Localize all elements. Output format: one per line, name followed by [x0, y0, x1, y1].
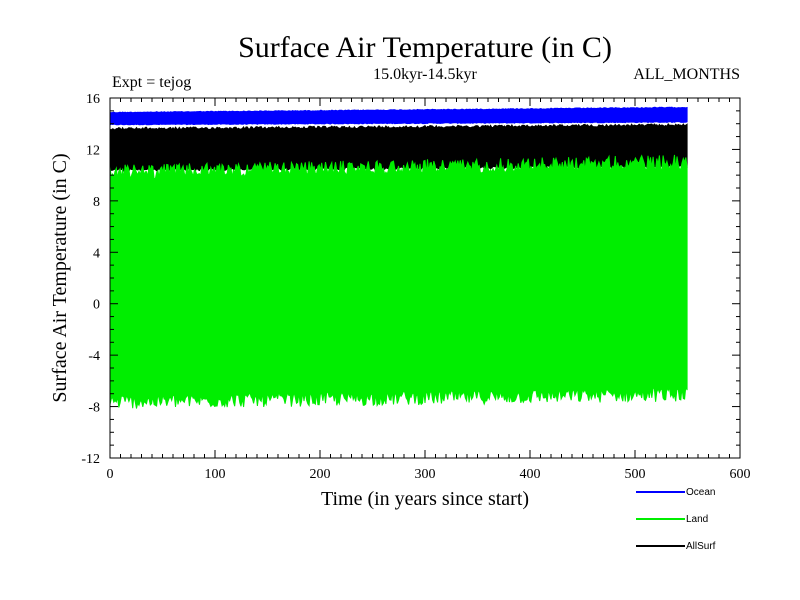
x-tick-label: 300	[415, 467, 436, 482]
legend-label-land: Land	[686, 514, 708, 525]
x-tick-label: 400	[520, 467, 541, 482]
y-tick-label: 12	[86, 143, 100, 158]
y-tick-label: 16	[86, 92, 100, 107]
x-axis-label: Time (in years since start)	[321, 488, 529, 510]
y-tick-label: -12	[81, 452, 100, 467]
chart-subtitle: 15.0kyr-14.5kyr	[373, 66, 477, 83]
months-label: ALL_MONTHS	[633, 66, 740, 83]
x-tick-label: 500	[625, 467, 646, 482]
experiment-label: Expt = tejog	[112, 74, 191, 91]
x-tick-label: 0	[107, 467, 114, 482]
series-allsurf-band	[109, 123, 688, 172]
x-tick-label: 200	[310, 467, 331, 482]
series-land-band	[109, 154, 688, 409]
y-axis-label: Surface Air Temperature (in C)	[49, 153, 71, 402]
y-tick-label: -4	[88, 349, 100, 364]
x-tick-label: 100	[205, 467, 226, 482]
y-tick-label: 0	[93, 298, 100, 313]
legend-label-allsurf: AllSurf	[686, 541, 716, 552]
series-ocean-band	[109, 106, 688, 126]
legend: Ocean Land AllSurf	[636, 487, 716, 552]
x-tick-label: 600	[730, 467, 751, 482]
legend-label-ocean: Ocean	[686, 487, 715, 498]
y-tick-label: 8	[93, 195, 100, 210]
chart-title: Surface Air Temperature (in C)	[238, 31, 612, 64]
y-tick-label: 4	[93, 246, 100, 261]
plot-area	[109, 106, 688, 409]
axes: -12 -8 -4 0 4 8 12 16 0 100 200 300 400 500 600	[81, 92, 750, 482]
y-tick-label: -8	[88, 401, 100, 416]
